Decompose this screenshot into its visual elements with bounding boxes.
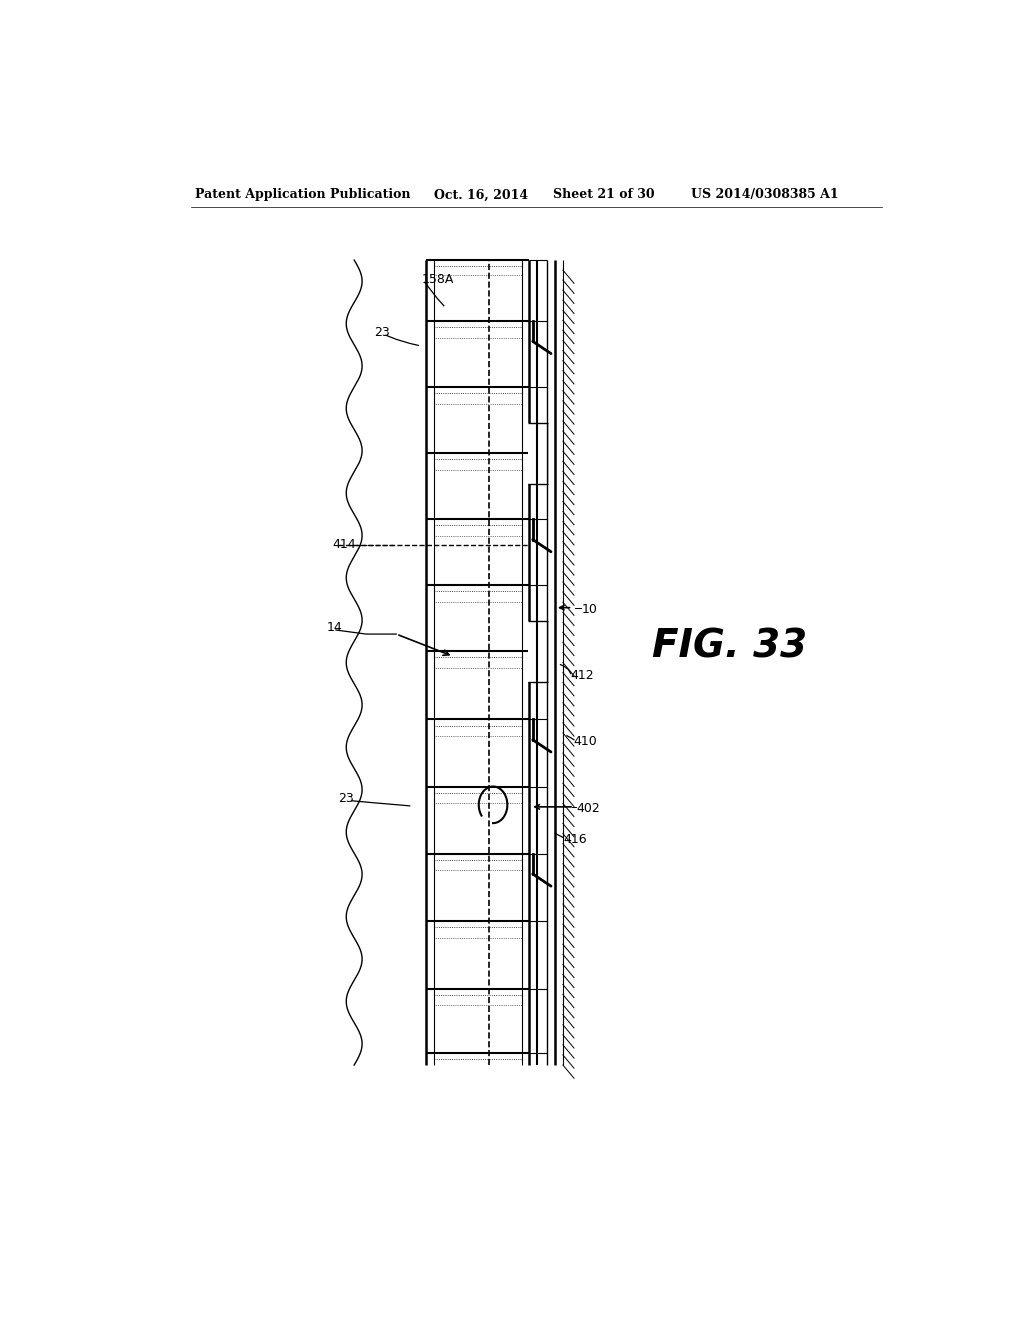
Text: 416: 416 xyxy=(563,833,587,846)
Text: Oct. 16, 2014: Oct. 16, 2014 xyxy=(433,189,527,202)
Bar xyxy=(528,422,548,483)
Text: 402: 402 xyxy=(577,803,600,816)
Bar xyxy=(528,620,548,682)
Text: 14: 14 xyxy=(327,622,342,635)
Text: 412: 412 xyxy=(570,669,594,682)
Text: US 2014/0308385 A1: US 2014/0308385 A1 xyxy=(691,189,839,202)
Text: 23: 23 xyxy=(338,792,354,805)
Text: Sheet 21 of 30: Sheet 21 of 30 xyxy=(553,189,654,202)
Text: FIG. 33: FIG. 33 xyxy=(652,627,807,665)
Text: 414: 414 xyxy=(332,539,355,552)
Text: 23: 23 xyxy=(374,326,390,339)
Text: 10: 10 xyxy=(582,603,598,616)
Text: 158A: 158A xyxy=(422,273,454,286)
Text: Patent Application Publication: Patent Application Publication xyxy=(196,189,411,202)
Text: 410: 410 xyxy=(573,735,597,748)
